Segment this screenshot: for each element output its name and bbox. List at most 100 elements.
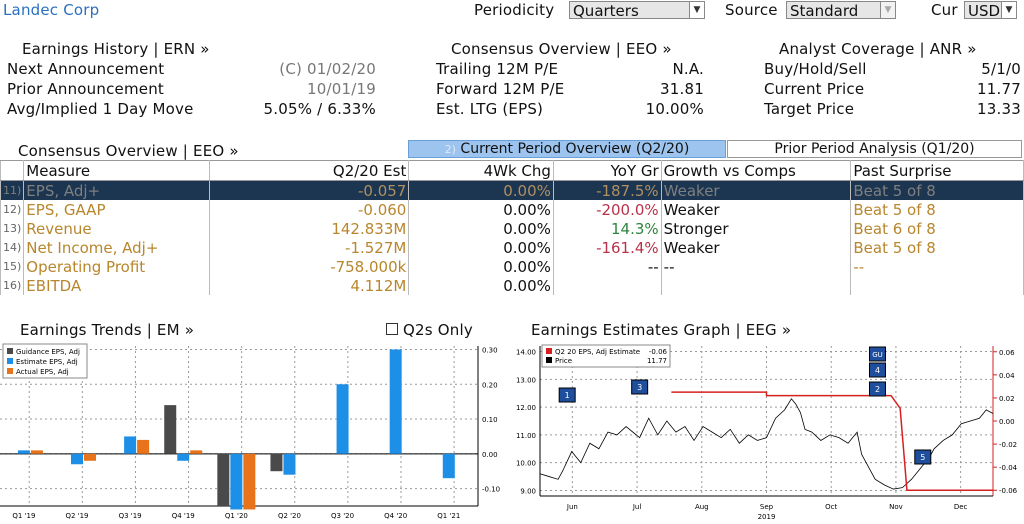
- forward-pe-value: 31.81: [660, 80, 704, 98]
- trailing-pe-value: N.A.: [672, 60, 704, 78]
- row-index: 11): [0, 180, 25, 200]
- row-index: 15): [0, 257, 25, 276]
- y-tick-label: 11.00: [516, 432, 536, 440]
- q2s-only-checkbox[interactable]: [386, 323, 398, 335]
- event-marker: [868, 362, 886, 378]
- x-year-label: 2019: [758, 513, 776, 521]
- x-tick-label: Nov: [889, 503, 903, 511]
- growth-cell: Weaker: [660, 238, 852, 257]
- chevron-down-icon[interactable]: ▼: [689, 2, 704, 18]
- y-right-tick-label: -0.04: [999, 464, 1018, 472]
- surprise-cell: [850, 276, 1024, 295]
- measure-cell: Revenue: [23, 219, 211, 238]
- legend-swatch: [7, 368, 13, 374]
- event-marker: [914, 449, 932, 465]
- table-row[interactable]: 14) Net Income, Adj+ -1.527M 0.00% -161.4% We…: [0, 238, 1024, 257]
- table-header-row: Measure Q2/20 Est 4Wk Chg YoY Gr Growth …: [0, 160, 1024, 181]
- bar: [71, 453, 84, 465]
- table-row[interactable]: 15) Operating Profit -758.000k 0.00% -- -- --: [0, 257, 1024, 276]
- periodicity-select[interactable]: Quarters ▼: [569, 1, 705, 20]
- column-header-growth[interactable]: Growth vs Comps: [660, 160, 852, 181]
- row-index: 13): [0, 219, 25, 238]
- legend-swatch: [7, 348, 13, 354]
- buy-hold-sell-label: Buy/Hold/Sell: [764, 60, 867, 78]
- periodicity-label: Periodicity: [474, 1, 555, 19]
- y-tick-label: 0.20: [482, 381, 498, 389]
- column-header-4wk[interactable]: 4Wk Chg: [408, 160, 554, 181]
- measure-cell: Operating Profit: [23, 257, 211, 276]
- target-price-value: 13.33: [977, 100, 1021, 118]
- yoy-cell: [552, 276, 662, 295]
- tab-current-prefix: 2): [444, 143, 456, 156]
- estimate-cell: 4.112M: [209, 276, 410, 295]
- bar: [124, 436, 137, 454]
- implied-move-value: 5.05% / 6.33%: [263, 100, 376, 118]
- analyst-coverage-link[interactable]: Analyst Coverage | ANR »: [779, 40, 977, 58]
- legend-label: Price: [555, 357, 572, 365]
- tab-current-period[interactable]: 2) Current Period Overview (Q2/20): [408, 140, 726, 158]
- company-name: Landec Corp: [3, 1, 100, 19]
- column-header-measure[interactable]: Measure: [23, 160, 211, 181]
- column-header-est[interactable]: Q2/20 Est: [209, 160, 410, 181]
- table-row[interactable]: 12) EPS, GAAP -0.060 0.00% -200.0% Weaker Beat…: [0, 200, 1024, 219]
- event-marker-label: 4: [875, 366, 880, 375]
- bar: [30, 450, 43, 454]
- bar: [243, 453, 256, 510]
- surprise-cell: --: [850, 257, 1024, 276]
- legend-value: -0.06: [649, 348, 668, 356]
- y-right-tick-label: -0.06: [999, 487, 1018, 495]
- chevron-down-icon[interactable]: ▼: [880, 2, 895, 18]
- y-tick-label: 14.00: [516, 349, 536, 357]
- consensus-table-link[interactable]: Consensus Overview | EEO »: [18, 142, 239, 160]
- x-tick-label: Q1 '21: [437, 512, 460, 520]
- surprise-cell: Beat 6 of 8: [850, 219, 1024, 238]
- bar: [164, 405, 177, 454]
- next-announcement-label: Next Announcement: [7, 60, 165, 78]
- bar: [137, 439, 150, 454]
- table-row[interactable]: 13) Revenue 142.833M 0.00% 14.3% Stronger Beat…: [0, 219, 1024, 238]
- surprise-cell: Beat 5 of 8: [850, 180, 1024, 200]
- growth-cell: Weaker: [660, 200, 852, 219]
- event-marker-label: 1: [565, 391, 570, 400]
- currency-select[interactable]: USD ▼: [964, 1, 1017, 20]
- consensus-table: Measure Q2/20 Est 4Wk Chg YoY Gr Growth …: [0, 160, 1024, 295]
- consensus-overview-link[interactable]: Consensus Overview | EEO »: [451, 40, 672, 58]
- change-cell: 0.00%: [408, 180, 554, 200]
- x-tick-label: Dec: [954, 503, 968, 511]
- earnings-estimates-graph-link[interactable]: Earnings Estimates Graph | EEG »: [531, 321, 792, 339]
- event-marker: [631, 379, 649, 395]
- earnings-history-link[interactable]: Earnings History | ERN »: [22, 40, 210, 58]
- table-row[interactable]: 16) EBITDA 4.112M 0.00%: [0, 276, 1024, 295]
- row-index: 16): [0, 276, 25, 295]
- yoy-cell: -187.5%: [552, 180, 662, 200]
- change-cell: 0.00%: [408, 276, 554, 295]
- x-tick-label: Q4 '20: [384, 512, 407, 520]
- legend-swatch: [7, 358, 13, 364]
- tab-prior-period[interactable]: Prior Period Analysis (Q1/20): [727, 140, 1022, 158]
- price-line: [539, 398, 994, 490]
- measure-cell: EPS, Adj+: [23, 180, 211, 200]
- table-row[interactable]: 11) EPS, Adj+ -0.057 0.00% -187.5% Weaker Beat…: [0, 180, 1024, 200]
- bar: [217, 453, 230, 506]
- legend-label: Estimate EPS, Adj: [16, 358, 78, 366]
- column-header-surprise[interactable]: Past Surprise: [850, 160, 1024, 181]
- earnings-trends-link[interactable]: Earnings Trends | EM »: [20, 321, 195, 339]
- bar: [389, 349, 402, 454]
- yoy-cell: -161.4%: [552, 238, 662, 257]
- source-select[interactable]: Standard ▼: [786, 1, 896, 20]
- bar: [17, 450, 30, 454]
- x-tick-label: Q3 '19: [119, 512, 142, 520]
- next-announcement-value: (C) 01/02/20: [279, 60, 376, 78]
- chevron-down-icon[interactable]: ▼: [1001, 2, 1016, 18]
- source-value: Standard: [790, 2, 859, 20]
- y-right-tick-label: 0.00: [999, 418, 1015, 426]
- estimate-cell: -0.060: [209, 200, 410, 219]
- earnings-estimates-chart: Jun Jul Aug Sep Oct Nov Dec 2019 14.00 13.00 12.00…: [516, 344, 1018, 521]
- prior-announcement-value: 10/01/19: [307, 80, 376, 98]
- legend-swatch: [546, 348, 552, 354]
- estimate-cell: -0.057: [209, 180, 410, 200]
- x-tick-label: Q2 '19: [65, 512, 88, 520]
- column-header-yoy[interactable]: YoY Gr: [552, 160, 662, 181]
- change-cell: 0.00%: [408, 200, 554, 219]
- tab-prior-label: Prior Period Analysis (Q1/20): [774, 141, 975, 157]
